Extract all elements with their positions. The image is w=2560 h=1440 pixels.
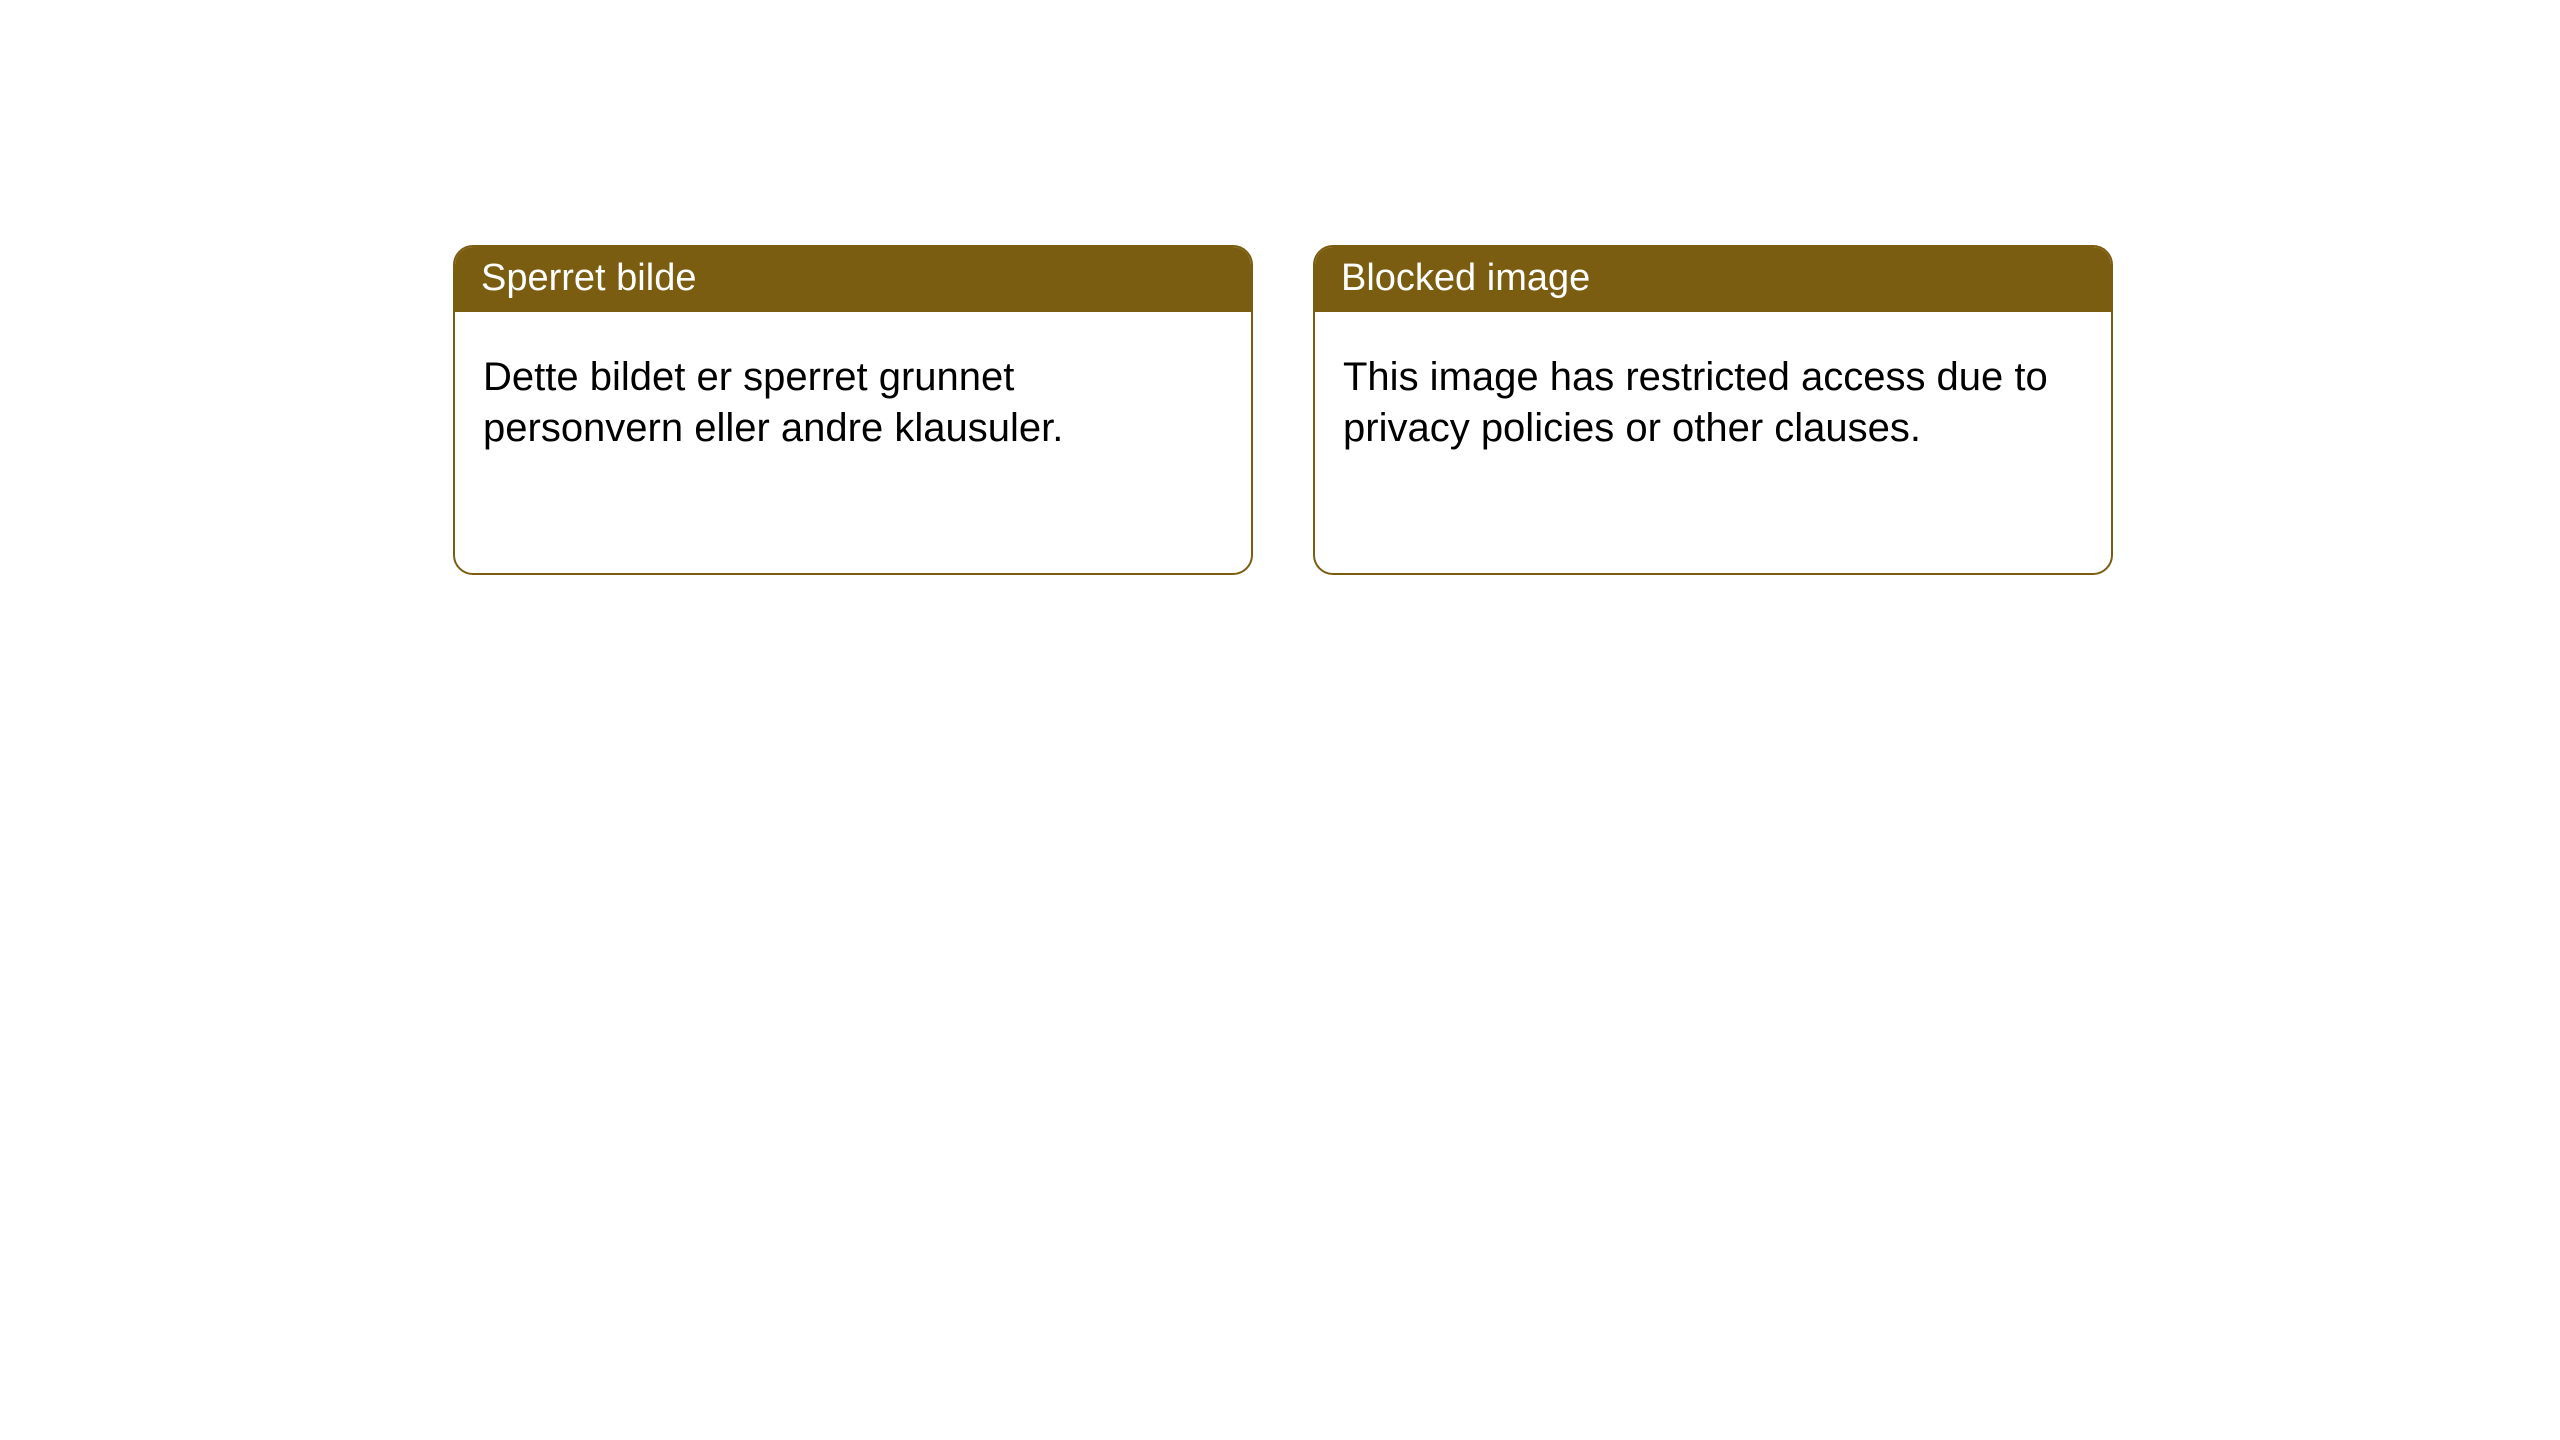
notice-card-english: Blocked image This image has restricted … — [1313, 245, 2113, 575]
notice-body: This image has restricted access due to … — [1315, 312, 2111, 494]
notice-title: Sperret bilde — [455, 247, 1251, 312]
notice-body: Dette bildet er sperret grunnet personve… — [455, 312, 1251, 494]
notice-card-norwegian: Sperret bilde Dette bildet er sperret gr… — [453, 245, 1253, 575]
notice-title: Blocked image — [1315, 247, 2111, 312]
notice-container: Sperret bilde Dette bildet er sperret gr… — [0, 0, 2560, 575]
